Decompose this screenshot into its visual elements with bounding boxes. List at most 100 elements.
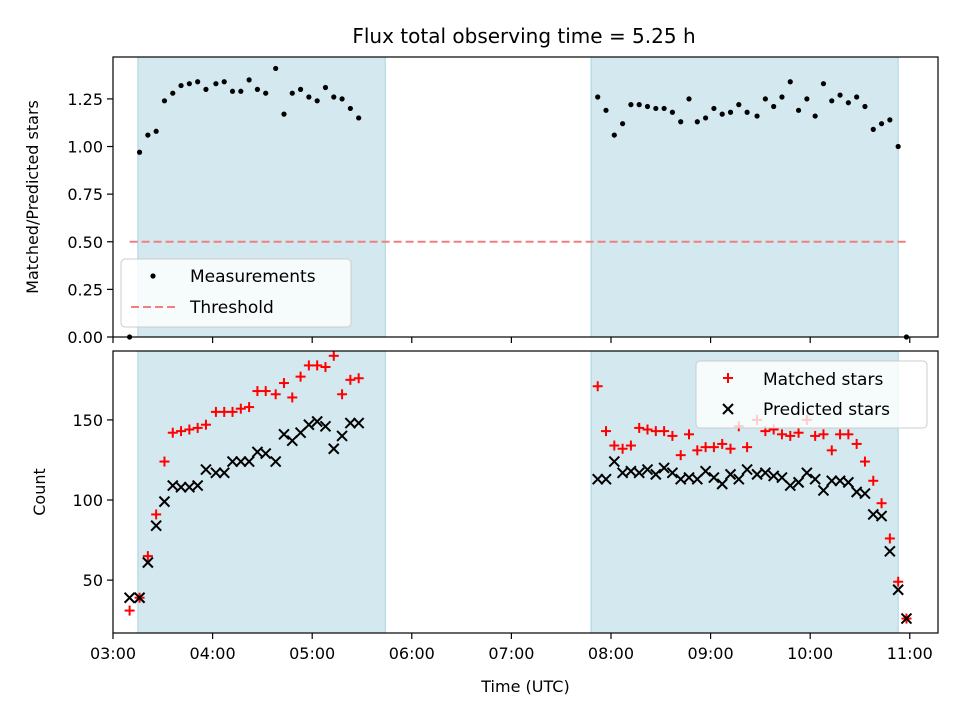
predicted-star-point bbox=[133, 592, 146, 604]
measurement-point bbox=[170, 90, 176, 96]
x-b bbox=[133, 592, 146, 604]
x-b bbox=[183, 481, 196, 493]
measurement-point bbox=[719, 111, 725, 117]
matched-star-point bbox=[893, 576, 904, 587]
x-b bbox=[801, 467, 813, 479]
predicted-star-point bbox=[344, 417, 357, 429]
measurement-point bbox=[812, 113, 818, 119]
matched-star-point bbox=[337, 389, 348, 400]
predicted-star-point bbox=[352, 417, 365, 429]
x-b bbox=[658, 462, 670, 474]
predicted-star-point bbox=[633, 467, 645, 479]
observing-span bbox=[137, 350, 386, 634]
matched-star-point bbox=[328, 350, 339, 361]
observing-span bbox=[590, 56, 899, 338]
measurement-point bbox=[878, 121, 885, 127]
legend-top: Measurements Threshold bbox=[120, 258, 352, 328]
matched-star-point bbox=[692, 445, 703, 456]
predicted-star-point bbox=[226, 455, 239, 468]
matched-star-point bbox=[868, 475, 879, 486]
matched-star-point bbox=[159, 456, 170, 467]
predicted-star-point bbox=[658, 462, 670, 474]
x-b bbox=[759, 467, 772, 479]
measurement-point bbox=[754, 113, 760, 119]
measurement-point bbox=[787, 79, 793, 85]
matched-star-point bbox=[776, 429, 787, 440]
predicted-star-point bbox=[158, 495, 171, 508]
measurement-point bbox=[229, 88, 236, 94]
matched-star-point bbox=[260, 386, 271, 397]
measurement-point bbox=[339, 96, 345, 102]
matched-star-point bbox=[843, 429, 854, 440]
matched-star-point bbox=[142, 551, 153, 562]
predicted-star-point bbox=[699, 465, 712, 477]
measurement-point bbox=[669, 109, 676, 115]
predicted-star-point bbox=[884, 545, 896, 557]
predicted-star-point bbox=[892, 584, 904, 596]
measurement-point bbox=[213, 81, 219, 87]
x-b bbox=[776, 471, 788, 484]
measurement-point bbox=[238, 88, 244, 94]
measurement-point bbox=[636, 102, 642, 108]
matched-star-point bbox=[667, 430, 678, 441]
predicted-star-point bbox=[142, 556, 154, 569]
measurement-point bbox=[653, 105, 659, 112]
matched-star-point bbox=[617, 443, 628, 454]
x-b bbox=[336, 430, 348, 442]
x-b bbox=[859, 487, 871, 500]
y-axis-label: Count bbox=[30, 468, 49, 516]
predicted-star-point bbox=[650, 468, 662, 481]
matched-star-point bbox=[717, 438, 728, 449]
legend-predicted-label: Predicted stars bbox=[763, 400, 890, 420]
ratio-panel: 0.00 0.25 0.50 0.75 1.00 1.25 Matched/Predicte… bbox=[23, 56, 939, 347]
predicted-star-point bbox=[269, 455, 282, 468]
x-b bbox=[875, 510, 888, 522]
matched-star-point bbox=[592, 381, 603, 392]
predicted-star-point bbox=[210, 467, 222, 479]
x-b bbox=[600, 473, 612, 485]
legend-box bbox=[120, 258, 352, 328]
measurement-point bbox=[762, 96, 768, 102]
measurement-point bbox=[727, 109, 734, 115]
matched-star-point bbox=[320, 362, 331, 373]
x-b bbox=[123, 592, 136, 604]
predicted-star-point bbox=[592, 473, 604, 485]
legend-measurements-swatch bbox=[150, 273, 156, 279]
predicted-star-point bbox=[175, 481, 187, 493]
matched-star-point bbox=[810, 430, 821, 441]
measurement-point bbox=[870, 126, 876, 132]
predicted-star-point bbox=[826, 475, 838, 487]
matched-star-point bbox=[675, 450, 686, 461]
matched-star-point bbox=[601, 426, 612, 437]
matched-star-point bbox=[227, 406, 238, 417]
x-b bbox=[741, 463, 753, 476]
measurement-point bbox=[254, 86, 261, 92]
measurement-point bbox=[887, 117, 893, 123]
matched-star-point bbox=[167, 427, 178, 438]
x-b bbox=[842, 476, 855, 489]
x-b bbox=[243, 455, 255, 468]
measurement-point bbox=[837, 92, 843, 98]
matched-star-point bbox=[124, 605, 135, 616]
x-b bbox=[674, 473, 687, 485]
measurement-point bbox=[297, 86, 304, 92]
x-b bbox=[235, 455, 247, 468]
x-b bbox=[303, 418, 315, 431]
measurement-point bbox=[779, 94, 785, 100]
matched-star-point bbox=[244, 402, 255, 413]
measurement-point bbox=[703, 115, 709, 121]
x-b bbox=[142, 556, 154, 569]
predicted-star-point bbox=[200, 463, 212, 476]
y-tick-label: 100 bbox=[72, 491, 103, 510]
x-b bbox=[641, 463, 654, 476]
predicted-star-point bbox=[319, 420, 332, 433]
measurement-point bbox=[281, 111, 287, 117]
axes-frame bbox=[112, 350, 939, 634]
measurement-point bbox=[289, 90, 295, 96]
x-tick-label: 05:00 bbox=[289, 644, 335, 663]
measurement-point bbox=[820, 81, 827, 87]
matched-star-point bbox=[634, 422, 645, 433]
x-b bbox=[200, 463, 212, 476]
matched-star-point bbox=[684, 429, 695, 440]
measurement-point bbox=[153, 128, 159, 134]
